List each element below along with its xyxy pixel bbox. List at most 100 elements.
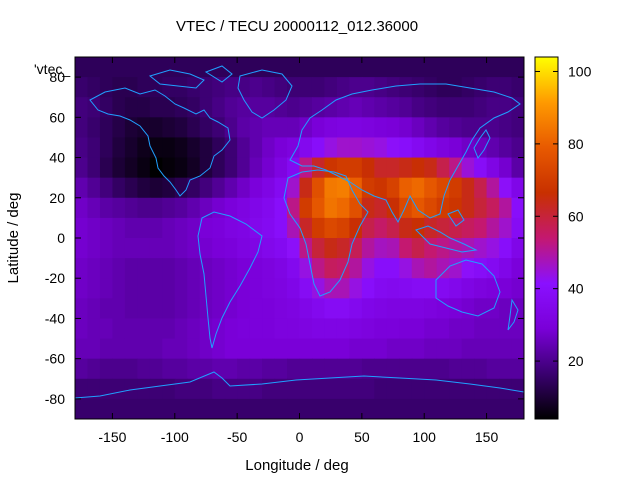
heatmap-cell bbox=[75, 238, 89, 259]
heatmap-cell bbox=[75, 177, 89, 199]
heatmap-cell bbox=[87, 358, 101, 380]
heatmap-cell bbox=[436, 278, 450, 299]
heatmap-cell bbox=[124, 298, 138, 320]
heatmap-cell bbox=[112, 57, 126, 78]
heatmap-cell bbox=[349, 177, 363, 199]
heatmap-cell bbox=[99, 238, 114, 259]
heatmap-cell bbox=[212, 258, 226, 279]
heatmap-cell bbox=[361, 77, 375, 98]
heatmap-cell bbox=[249, 238, 263, 259]
heatmap-cell bbox=[174, 398, 188, 419]
heatmap-cell bbox=[75, 378, 89, 400]
heatmap-cell bbox=[149, 217, 163, 239]
heatmap-cell bbox=[262, 338, 276, 360]
heatmap-cell bbox=[274, 197, 288, 219]
heatmap-cell bbox=[449, 358, 463, 380]
heatmap-cell bbox=[311, 137, 326, 159]
heatmap-cell bbox=[274, 57, 288, 78]
heatmap-cell bbox=[374, 298, 388, 320]
heatmap-cell bbox=[149, 338, 163, 360]
heatmap-cell bbox=[349, 298, 363, 320]
heatmap-cell bbox=[274, 318, 288, 340]
heatmap-cell bbox=[299, 137, 313, 159]
heatmap-cell bbox=[237, 398, 251, 419]
heatmap-cell bbox=[237, 258, 251, 279]
heatmap-cell bbox=[87, 238, 101, 259]
heatmap-cell bbox=[224, 117, 238, 139]
heatmap-cell bbox=[99, 157, 114, 179]
heatmap-cell bbox=[287, 97, 301, 118]
heatmap-cell bbox=[174, 117, 188, 139]
heatmap-cell bbox=[75, 217, 89, 239]
heatmap-cell bbox=[199, 398, 213, 419]
heatmap-cell bbox=[124, 97, 138, 118]
heatmap-cell bbox=[149, 157, 163, 179]
heatmap-cell bbox=[262, 137, 276, 159]
heatmap-cell bbox=[311, 358, 326, 380]
heatmap-cell bbox=[436, 137, 450, 159]
heatmap-cell bbox=[336, 338, 350, 360]
heatmap-cell bbox=[436, 398, 450, 419]
heatmap-cell bbox=[187, 258, 201, 279]
heatmap-cell bbox=[187, 398, 201, 419]
heatmap-cell bbox=[386, 77, 400, 98]
heatmap-cell bbox=[187, 338, 201, 360]
heatmap-cell bbox=[137, 378, 151, 400]
heatmap-cell bbox=[162, 358, 176, 380]
heatmap-cell bbox=[411, 338, 425, 360]
heatmap-cell bbox=[399, 318, 413, 340]
heatmap-cell bbox=[474, 378, 488, 400]
heatmap-cell bbox=[149, 57, 163, 78]
heatmap-cell bbox=[361, 238, 375, 259]
heatmap-cell bbox=[424, 338, 438, 360]
heatmap-cell bbox=[511, 157, 524, 179]
heatmap-cell bbox=[374, 157, 388, 179]
heatmap-cell bbox=[461, 177, 475, 199]
heatmap-cell bbox=[361, 157, 375, 179]
heatmap-cell bbox=[237, 117, 251, 139]
heatmap-cell bbox=[112, 117, 126, 139]
heatmap-cell bbox=[461, 398, 475, 419]
heatmap-cell bbox=[411, 217, 425, 239]
heatmap-cell bbox=[311, 378, 326, 400]
heatmap-cell bbox=[461, 298, 475, 320]
heatmap-cell bbox=[187, 137, 201, 159]
heatmap-cell bbox=[224, 137, 238, 159]
heatmap-cell bbox=[224, 197, 238, 219]
heatmap-cell bbox=[224, 97, 238, 118]
heatmap-cell bbox=[311, 97, 326, 118]
heatmap-cell bbox=[187, 358, 201, 380]
heatmap-cell bbox=[287, 137, 301, 159]
heatmap-cell bbox=[187, 97, 201, 118]
heatmap-cell bbox=[461, 258, 475, 279]
heatmap-cell bbox=[299, 97, 313, 118]
heatmap-cell bbox=[336, 278, 350, 299]
heatmap-cell bbox=[436, 258, 450, 279]
heatmap-cell bbox=[87, 137, 101, 159]
heatmap-cell bbox=[499, 258, 513, 279]
heatmap-cell bbox=[137, 217, 151, 239]
heatmap-cells bbox=[75, 57, 524, 419]
heatmap-cell bbox=[461, 318, 475, 340]
heatmap-cell bbox=[349, 338, 363, 360]
heatmap-cell bbox=[336, 238, 350, 259]
heatmap-cell bbox=[124, 157, 138, 179]
heatmap-cell bbox=[436, 318, 450, 340]
heatmap-cell bbox=[237, 278, 251, 299]
heatmap-cell bbox=[162, 238, 176, 259]
heatmap-cell bbox=[474, 238, 488, 259]
heatmap-cell bbox=[99, 358, 114, 380]
heatmap-cell bbox=[399, 298, 413, 320]
heatmap-cell bbox=[374, 358, 388, 380]
heatmap-cell bbox=[361, 197, 375, 219]
heatmap-cell bbox=[112, 398, 126, 419]
heatmap-cell bbox=[75, 117, 89, 139]
heatmap-cell bbox=[87, 57, 101, 78]
heatmap-cell bbox=[174, 298, 188, 320]
heatmap-cell bbox=[374, 318, 388, 340]
heatmap-cell bbox=[212, 338, 226, 360]
heatmap-cell bbox=[486, 97, 500, 118]
heatmap-cell bbox=[424, 238, 438, 259]
heatmap-cell bbox=[511, 358, 524, 380]
heatmap-cell bbox=[299, 298, 313, 320]
